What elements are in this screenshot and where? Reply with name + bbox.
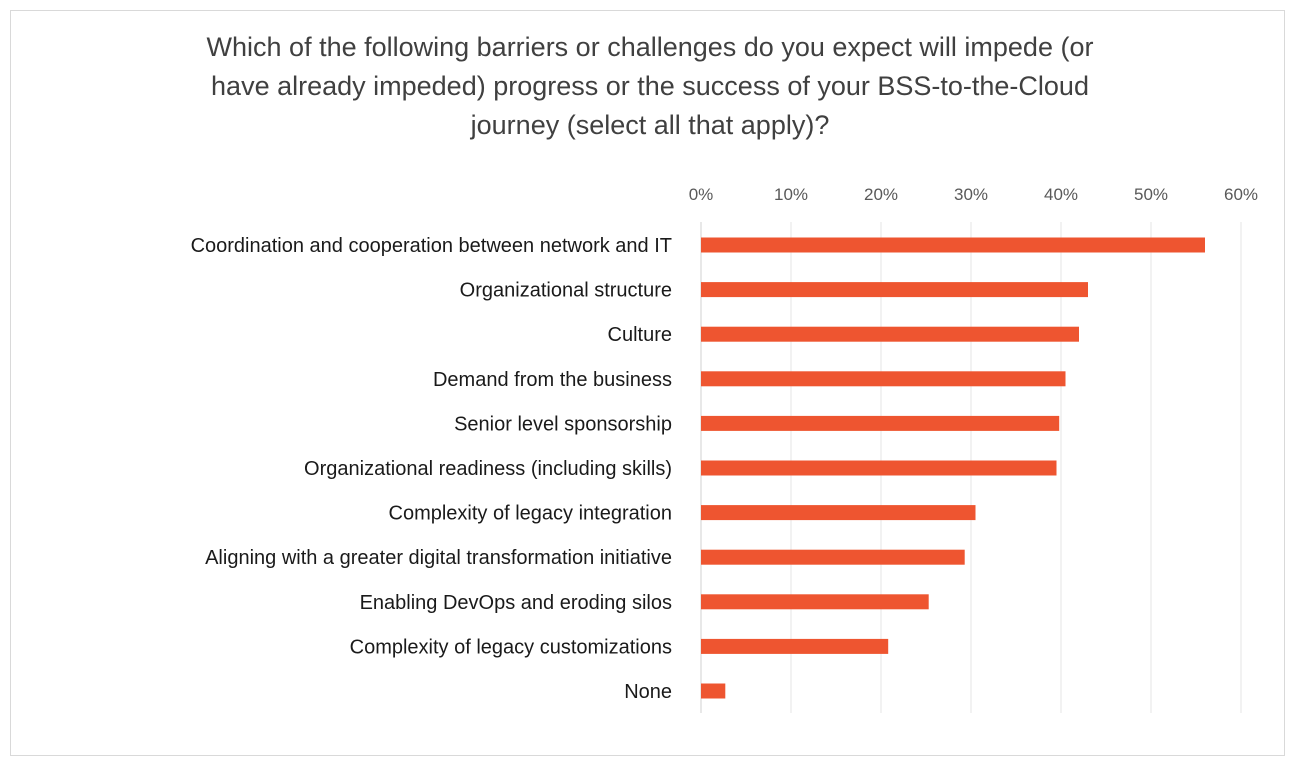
chart-frame [10,10,1285,756]
category-label: Organizational readiness (including skil… [304,458,672,480]
category-label: Senior level sponsorship [454,413,672,435]
bars [701,237,1205,699]
x-tick-label: 20% [864,185,898,204]
x-tick-label: 0% [689,185,714,204]
bar [701,594,929,610]
x-tick-label: 50% [1134,185,1168,204]
bar [701,505,976,521]
category-label: Demand from the business [433,369,672,391]
bar [701,282,1088,298]
category-label: None [624,681,672,703]
bar [701,460,1057,476]
x-tick-label: 30% [954,185,988,204]
category-label: Organizational structure [460,280,672,302]
category-label: Complexity of legacy integration [389,503,672,525]
x-tick-label: 40% [1044,185,1078,204]
bar [701,237,1205,253]
chart-title-line-3: journey (select all that apply)? [470,110,830,140]
bar [701,549,965,565]
bar [701,371,1066,387]
bar [701,683,726,699]
x-tick-label: 10% [774,185,808,204]
bar [701,415,1060,431]
x-tick-label: 60% [1224,185,1258,204]
category-label: Culture [608,324,672,346]
category-label: Enabling DevOps and eroding silos [360,592,672,614]
bar [701,638,889,654]
category-label: Complexity of legacy customizations [350,636,672,658]
category-labels: Coordination and cooperation between net… [191,235,672,703]
category-label: Aligning with a greater digital transfor… [205,547,672,569]
chart-title-line-1: Which of the following barriers or chall… [206,32,1094,62]
bar [701,326,1079,342]
category-label: Coordination and cooperation between net… [191,235,672,257]
chart-title-line-2: have already impeded) progress or the su… [211,71,1089,101]
chart-title: Which of the following barriers or chall… [150,28,1150,145]
x-axis-ticks: 0% 10% 20% 30% 40% 50% 60% [689,185,1258,204]
